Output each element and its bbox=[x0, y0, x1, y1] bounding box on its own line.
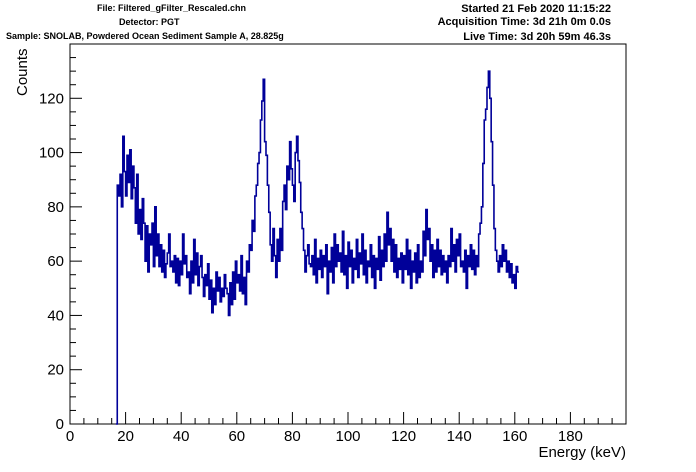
detector-label: Detector: PGT bbox=[119, 17, 180, 27]
y-tick-label: 40 bbox=[47, 307, 64, 324]
spectrum-line bbox=[115, 70, 519, 425]
x-axis-title: Energy (keV) bbox=[538, 444, 626, 461]
acquisition-time-label: Acquisition Time: 3d 21h 0m 0.0s bbox=[437, 16, 611, 28]
y-tick-label: 0 bbox=[56, 416, 64, 433]
series-layer bbox=[115, 70, 519, 425]
live-time-label: Live Time: 3d 20h 59m 46.3s bbox=[463, 31, 611, 43]
x-axis: 0 20 40 60 80 100 120 140 160 180 bbox=[66, 412, 627, 445]
x-tick-label: 160 bbox=[502, 428, 527, 445]
y-axis-title: Counts bbox=[14, 48, 31, 96]
sample-label: Sample: SNOLAB, Powdered Ocean Sediment … bbox=[6, 31, 284, 41]
x-tick-label: 140 bbox=[447, 428, 472, 445]
y-tick-label: 60 bbox=[47, 253, 64, 270]
y-axis: 0 20 40 60 80 100 120 bbox=[39, 43, 82, 433]
x-tick-label: 40 bbox=[173, 428, 190, 445]
x-tick-label: 120 bbox=[391, 428, 416, 445]
x-tick-label: 60 bbox=[228, 428, 245, 445]
x-tick-label: 80 bbox=[284, 428, 301, 445]
x-tick-label: 100 bbox=[335, 428, 360, 445]
x-tick-label: 20 bbox=[117, 428, 134, 445]
y-tick-label: 80 bbox=[47, 199, 64, 216]
x-tick-label: 180 bbox=[558, 428, 583, 445]
y-tick-label: 20 bbox=[47, 362, 64, 379]
started-label: Started 21 Feb 2020 11:15:22 bbox=[461, 3, 611, 15]
x-tick-label: 0 bbox=[66, 428, 74, 445]
y-tick-label: 120 bbox=[39, 90, 64, 107]
file-label: File: Filtered_gFilter_Rescaled.chn bbox=[97, 3, 247, 13]
y-tick-label: 100 bbox=[39, 145, 64, 162]
